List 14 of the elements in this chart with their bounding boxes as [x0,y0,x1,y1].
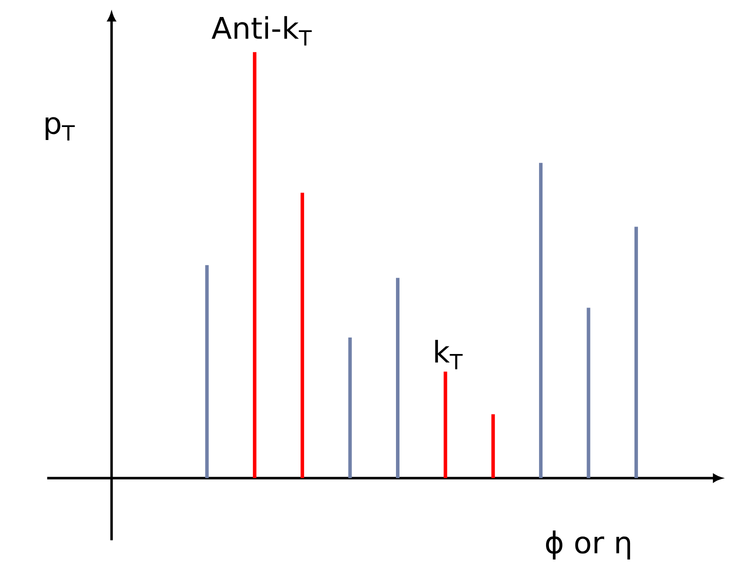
annotation: k$_{T}$ [435,340,463,370]
text: Anti-k$_{T}$ [212,16,312,46]
bar [252,52,256,478]
bar [491,414,495,478]
bar [348,338,352,478]
bar [444,372,448,478]
y-axis-title: p$_{T}$ [46,117,75,141]
bar [205,265,209,478]
bar [539,162,543,478]
bar [300,192,304,478]
x-axis-title: ϕ or η [546,530,630,560]
bar [586,308,590,478]
bar [634,226,638,478]
bar [396,278,400,478]
